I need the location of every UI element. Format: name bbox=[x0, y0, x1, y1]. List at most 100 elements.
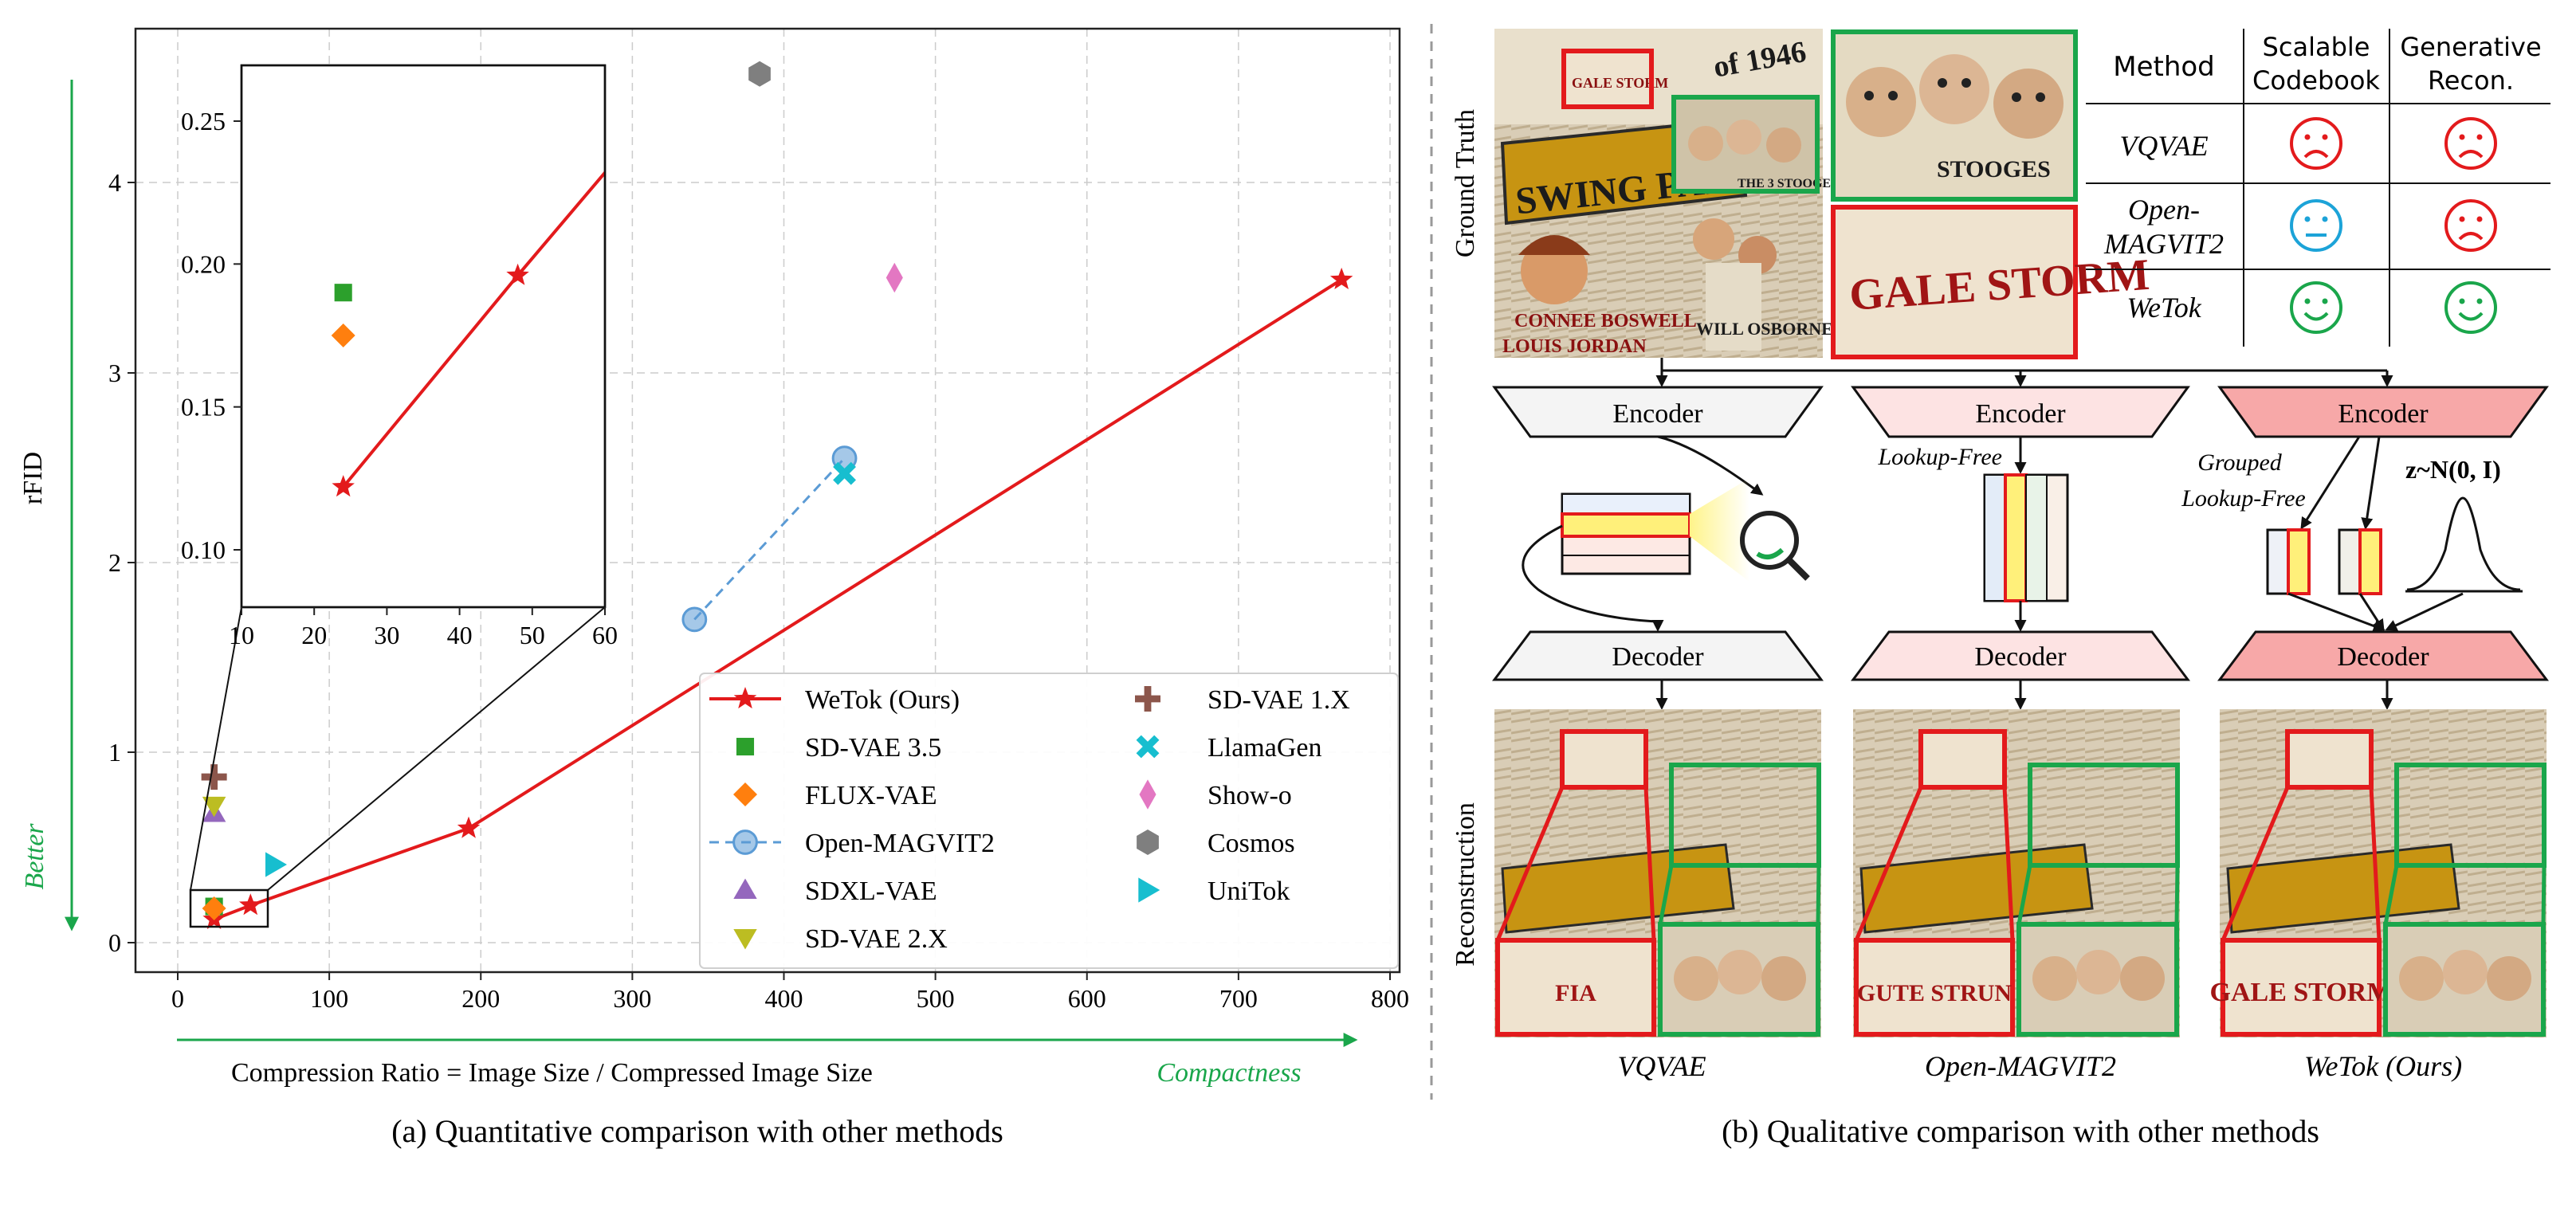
face-mouth bbox=[2458, 232, 2484, 241]
face-eye bbox=[2322, 134, 2328, 140]
caption-b: (b) Qualitative comparison with other me… bbox=[1722, 1113, 2319, 1149]
inset-y-tick-label: 0.20 bbox=[181, 249, 226, 278]
point-show-o bbox=[886, 262, 903, 293]
inset-x-tick-label: 20 bbox=[301, 621, 327, 649]
recon-face bbox=[2076, 950, 2121, 994]
point-wetok-ours bbox=[239, 893, 262, 916]
poster-will: WILL OSBORNE bbox=[1696, 319, 1833, 339]
x-tick-label: 400 bbox=[765, 984, 803, 1013]
vqvae-codebook bbox=[1522, 435, 1810, 632]
recon-red-crop-text: FIA bbox=[1555, 980, 1596, 1006]
caption-a: (a) Quantitative comparison with other m… bbox=[391, 1113, 1003, 1149]
gt-green-crop: STOOGES bbox=[1831, 29, 2078, 202]
face-mouth bbox=[2458, 312, 2484, 321]
decoder-label-2: Decoder bbox=[1974, 642, 2067, 672]
y-tick-label: 2 bbox=[108, 548, 121, 577]
x-tick-label: 200 bbox=[461, 984, 500, 1013]
legend-label-sdxl-vae: SDXL-VAE bbox=[805, 877, 937, 906]
lookup-free-label: Lookup-Free bbox=[1877, 444, 2002, 470]
table-row-vqvae: VQVAE bbox=[2119, 130, 2208, 162]
zoom-connector-left bbox=[190, 606, 242, 891]
y-tick-label: 1 bbox=[108, 738, 121, 767]
face-outline bbox=[2290, 117, 2342, 170]
sad-face-icon bbox=[2290, 117, 2342, 170]
reconstruction-open-magvit2: GUTE STRUN bbox=[1853, 709, 2180, 1037]
encoder-vqvae bbox=[1492, 386, 1824, 438]
point-llamagen-shape bbox=[833, 461, 856, 485]
point-wetok-ours bbox=[1329, 267, 1353, 289]
compactness-label: Compactness bbox=[1156, 1058, 1301, 1088]
inset-ticks: 10 20 30 40 50 60 0.10 0.15 0.20 0.25 bbox=[181, 107, 618, 649]
face-mouth bbox=[2458, 150, 2484, 159]
y-tick-label: 0 bbox=[108, 928, 121, 957]
point-unitok bbox=[265, 852, 287, 877]
recon-red-connector bbox=[2221, 786, 2382, 941]
legend-marker-open-magvit2 bbox=[732, 830, 758, 855]
legend-label-sd-vae-3-5: SD-VAE 3.5 bbox=[805, 733, 941, 763]
recon-face bbox=[1718, 950, 1762, 994]
x-tick-label: 700 bbox=[1219, 984, 1258, 1013]
x-tick-label: 300 bbox=[613, 984, 651, 1013]
inset-axes-border bbox=[240, 64, 607, 609]
series-line-open-magvit2 bbox=[693, 457, 846, 621]
recon-face bbox=[2399, 956, 2444, 1001]
recon-face bbox=[2120, 956, 2165, 1001]
gt-green-crop-text: STOOGES bbox=[1937, 156, 2051, 182]
point-open-magvit2 bbox=[681, 606, 708, 633]
face-mouth bbox=[2303, 312, 2329, 321]
legend-box bbox=[699, 673, 1399, 969]
encoder-open-magvit2 bbox=[1851, 386, 2190, 438]
inset-axes-frame bbox=[240, 64, 607, 609]
decoder-wetok bbox=[2217, 630, 2549, 681]
point-flux-vae bbox=[202, 896, 226, 920]
legend-marker-sd-vae-3-5 bbox=[736, 737, 755, 756]
prior-label: z~N(0, I) bbox=[2405, 455, 2501, 484]
reconstruction-label: Reconstruction bbox=[1451, 802, 1480, 967]
face-eye bbox=[2459, 216, 2465, 222]
face-eye bbox=[2322, 298, 2328, 304]
panel-a: 0 100 200 300 400 500 600 700 800 0 1 2 3 4 rFID 10 20… bbox=[18, 27, 1409, 1149]
encoder-wetok bbox=[2217, 386, 2549, 438]
sad-face-icon bbox=[2444, 199, 2497, 252]
inset-x-tick-label: 10 bbox=[229, 621, 254, 649]
method-table: Method Scalable Codebook Generative Reco… bbox=[2086, 29, 2550, 347]
pipeline: Encoder Encoder Encoder Lookup-Free bbox=[1492, 358, 2549, 710]
face-outline bbox=[2444, 281, 2497, 334]
legend-label-llamagen: LlamaGen bbox=[1208, 733, 1322, 763]
inset-x-tick-label: 30 bbox=[374, 621, 399, 649]
poster-connee: CONNEE BOSWELL bbox=[1514, 311, 1697, 331]
encoder-label-2: Encoder bbox=[1975, 399, 2066, 429]
x-tick-label: 500 bbox=[917, 984, 955, 1013]
panel-b: Ground Truth Reconstruction SWING PARADE… bbox=[1451, 29, 2550, 1149]
recon-red-crop-text: GUTE STRUN bbox=[1857, 980, 2012, 1006]
point-wetok-ours bbox=[457, 816, 481, 838]
face-eye bbox=[2476, 216, 2483, 222]
column-label-vqvae: VQVAE bbox=[1617, 1050, 1706, 1082]
recon-red-crop-text: GALE STORM bbox=[2210, 978, 2393, 1007]
recon-face bbox=[2487, 956, 2531, 1001]
legend-marker-wetok-ours bbox=[733, 687, 757, 709]
legend-marker-show-o bbox=[1139, 779, 1156, 810]
recon-green-connector bbox=[2383, 865, 2547, 925]
poster-louis: LOUIS JORDAN bbox=[1502, 336, 1647, 357]
x-tick-label: 800 bbox=[1371, 984, 1409, 1013]
face-eye bbox=[2459, 298, 2465, 304]
zoom-connector-right bbox=[267, 606, 606, 891]
main-ticks: 0 100 200 300 400 500 600 700 800 0 1 2 3 4 bbox=[108, 168, 1409, 1013]
magnifier-icon bbox=[1740, 511, 1799, 570]
reconstructions: FIA GUTE STRUN GALE STORM bbox=[1494, 709, 2547, 1037]
gt-red-box bbox=[1561, 49, 1654, 109]
main-axes-frame bbox=[134, 27, 1401, 974]
y-tick-label: 3 bbox=[108, 359, 121, 387]
face-eye bbox=[2476, 134, 2483, 140]
x-tick-label: 100 bbox=[310, 984, 348, 1013]
table-row-open-2: MAGVIT2 bbox=[2103, 228, 2224, 260]
table-row-open-1: Open- bbox=[2128, 194, 2200, 226]
table-header-generative-2: Recon. bbox=[2428, 65, 2514, 96]
inset-point-sd-vae-3-5 bbox=[334, 284, 352, 302]
legend-label-open-magvit2: Open-MAGVIT2 bbox=[805, 829, 995, 858]
recon-face bbox=[2032, 956, 2077, 1001]
recon-red-crop bbox=[1495, 938, 1656, 1037]
inset-y-tick-label: 0.25 bbox=[181, 107, 226, 135]
